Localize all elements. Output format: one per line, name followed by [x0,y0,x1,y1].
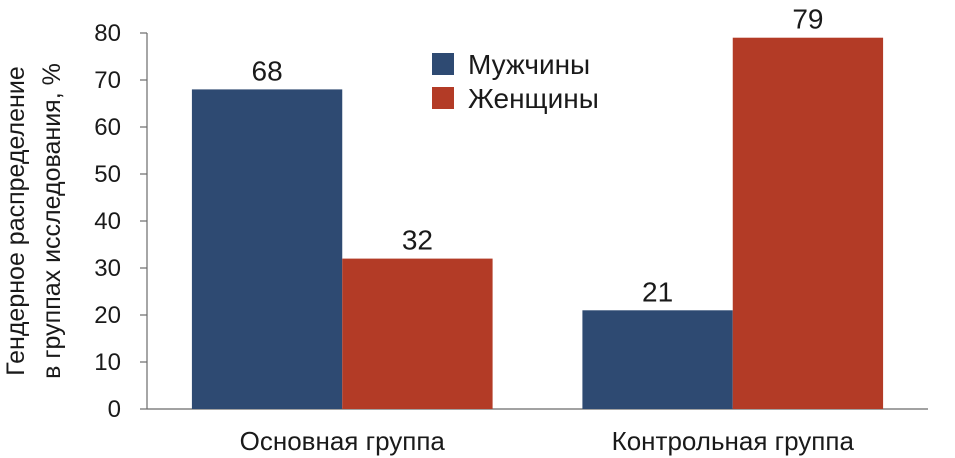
bar-women-2 [732,37,884,409]
data-label: 21 [642,276,673,307]
legend-swatch [432,53,454,75]
y-tick-label: 70 [94,67,121,94]
legend-label: Мужчины [468,49,590,80]
y-tick-label: 0 [108,396,121,423]
category-label: Контрольная группа [612,426,855,456]
y-tick-label: 80 [94,20,121,47]
data-label: 32 [402,225,433,256]
category-label: Основная группа [240,426,446,456]
bar-men-2 [582,310,733,409]
y-tick-label: 60 [94,114,121,141]
legend-swatch [432,87,454,109]
bar-women-1 [342,258,493,409]
y-axis-title: Гендерное распределение в группах исследо… [2,63,66,379]
y-tick-label: 50 [94,161,121,188]
y-axis-label: Гендерное распределение в группах исследо… [2,63,66,379]
data-labels: 68 32 21 79 [252,4,824,308]
y-tick-label: 20 [94,302,121,329]
bar-men-1 [191,89,343,410]
legend-label: Женщины [468,83,599,114]
y-tick-label: 30 [94,255,121,282]
y-ticks: 0 10 20 30 40 50 60 70 80 [94,20,147,423]
x-category-labels: Основная группа Контрольная группа [240,426,855,456]
y-axis-title-line: в группах исследования, % [38,63,66,379]
data-label: 68 [252,55,283,86]
y-tick-label: 10 [94,349,121,376]
bars [191,37,884,410]
data-label: 79 [792,4,823,35]
y-axis-title-line: Гендерное распределение [2,66,30,375]
y-tick-label: 40 [94,208,121,235]
